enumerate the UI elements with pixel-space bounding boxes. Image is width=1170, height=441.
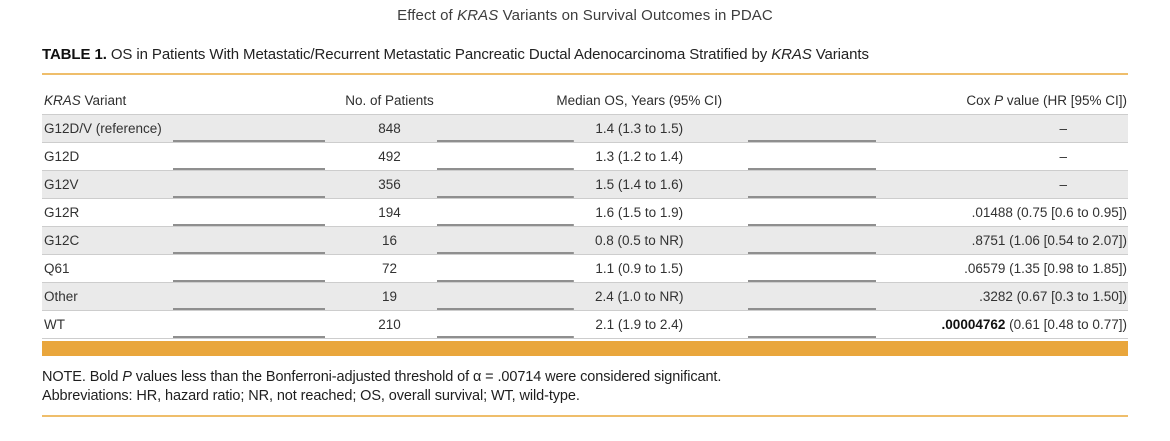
cell-cox-p: .3282 (0.67 [0.3 to 1.50]) — [979, 289, 1127, 304]
cell-patients: 356 — [378, 177, 401, 192]
col-header-gene: KRAS — [44, 93, 81, 108]
cell-variant: G12R — [44, 205, 80, 220]
table-row-g12d: G12D 492 1.3 (1.2 to 1.4) – — [42, 143, 1128, 171]
table-row-g12c: G12C 16 0.8 (0.5 to NR) .8751 (1.06 [0.5… — [42, 227, 1128, 255]
table-row-g12r: G12R 194 1.6 (1.5 to 1.9) .01488 (0.75 [… — [42, 199, 1128, 227]
cell-patients: 848 — [378, 121, 401, 136]
table-caption-gene: KRAS — [771, 46, 812, 63]
table-header-row: KRAS Variant No. of Patients Median OS, … — [42, 75, 1128, 115]
note-p-italic: P — [122, 369, 132, 385]
table-caption: TABLE 1. OS in Patients With Metastatic/… — [42, 46, 1128, 63]
cell-median-os: 1.3 (1.2 to 1.4) — [595, 149, 684, 164]
page-header-text: Effect of — [397, 7, 458, 24]
cell-cox-p: .06579 (1.35 [0.98 to 1.85]) — [964, 261, 1127, 276]
cell-patients: 16 — [381, 233, 398, 248]
page-bottom-rule — [42, 415, 1128, 417]
table-top-rule — [42, 73, 1128, 75]
cell-patients: 72 — [381, 261, 398, 276]
table-row-other: Other 19 2.4 (1.0 to NR) .3282 (0.67 [0.… — [42, 283, 1128, 311]
cell-cox-p: .00004762 (0.61 [0.48 to 0.77]) — [941, 317, 1127, 332]
col-header-median-os: Median OS, Years (95% CI) — [556, 93, 723, 108]
abbreviations-line: Abbreviations: HR, hazard ratio; NR, not… — [42, 388, 580, 404]
table-number-label: TABLE 1. — [42, 46, 107, 63]
cell-patients: 194 — [378, 205, 401, 220]
cell-patients: 492 — [378, 149, 401, 164]
cell-cox-p: .01488 (0.75 [0.6 to 0.95]) — [971, 205, 1127, 220]
cell-variant: G12V — [44, 177, 79, 192]
page-header-gene: KRAS — [457, 7, 499, 24]
cell-variant: G12D — [44, 149, 80, 164]
table-block: TABLE 1. OS in Patients With Metastatic/… — [42, 46, 1128, 417]
significant-p-value: .00004762 — [941, 317, 1006, 332]
table-footnotes: NOTE. Bold P values less than the Bonfer… — [42, 368, 1128, 406]
cell-median-os: 1.1 (0.9 to 1.5) — [595, 261, 684, 276]
cell-cox-p: – — [1059, 177, 1067, 192]
cell-median-os: 0.8 (0.5 to NR) — [595, 233, 684, 248]
cell-patients: 210 — [378, 317, 401, 332]
cell-variant: G12C — [44, 233, 80, 248]
cell-median-os: 2.1 (1.9 to 2.4) — [595, 317, 684, 332]
cell-cox-p: – — [1059, 121, 1067, 136]
cell-variant: G12D/V (reference) — [44, 121, 162, 136]
table-bottom-bar — [42, 341, 1128, 356]
cell-cox-p: – — [1059, 149, 1067, 164]
results-table: KRAS Variant No. of Patients Median OS, … — [42, 75, 1128, 339]
table-caption-text: OS in Patients With Metastatic/Recurrent… — [106, 46, 772, 63]
table-caption-text-2: Variants — [811, 46, 869, 63]
col-header-variant: KRAS Variant — [44, 93, 127, 108]
cell-median-os: 1.5 (1.4 to 1.6) — [595, 177, 684, 192]
col-header-patients: No. of Patients — [345, 93, 434, 108]
cell-patients: 19 — [381, 289, 398, 304]
cell-median-os: 2.4 (1.0 to NR) — [595, 289, 684, 304]
table-row-q61: Q61 72 1.1 (0.9 to 1.5) .06579 (1.35 [0.… — [42, 255, 1128, 283]
note-line: NOTE. Bold P values less than the Bonfer… — [42, 369, 722, 385]
table-row-wt: WT 210 2.1 (1.9 to 2.4) .00004762 (0.61 … — [42, 311, 1128, 339]
cell-variant: WT — [44, 317, 65, 332]
page-header-text-2: Variants on Survival Outcomes in PDAC — [498, 7, 773, 24]
cell-variant: Other — [44, 289, 78, 304]
cell-median-os: 1.4 (1.3 to 1.5) — [595, 121, 684, 136]
cell-variant: Q61 — [44, 261, 70, 276]
table-row-g12dv: G12D/V (reference) 848 1.4 (1.3 to 1.5) … — [42, 115, 1128, 143]
cell-cox-p: .8751 (1.06 [0.54 to 2.07]) — [971, 233, 1127, 248]
page-header: Effect of KRAS Variants on Survival Outc… — [0, 0, 1170, 24]
cell-median-os: 1.6 (1.5 to 1.9) — [595, 205, 684, 220]
col-header-cox-p: Cox P value (HR [95% CI]) — [966, 93, 1127, 108]
table-row-g12v: G12V 356 1.5 (1.4 to 1.6) – — [42, 171, 1128, 199]
